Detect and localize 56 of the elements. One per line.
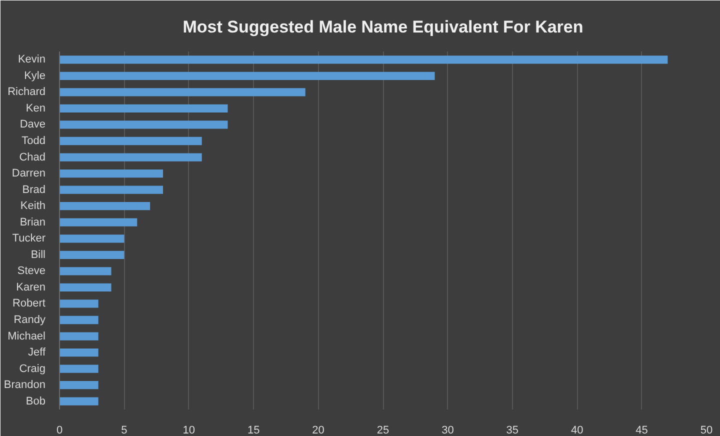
bar [60,120,228,129]
y-tick-label: Michael [8,330,46,342]
bar [60,364,98,373]
y-tick-label: Ken [26,102,46,114]
y-tick-label: Bill [30,248,46,261]
y-tick-label: Todd [22,135,46,147]
x-tick-label: 0 [56,424,63,436]
y-tick-label: Brad [22,184,46,196]
x-tick-label: 35 [506,424,519,436]
bar [60,202,150,210]
y-tick-label: Randy [14,314,46,326]
y-tick-label: Kyle [24,70,46,82]
bar [60,136,202,146]
bar [60,88,306,96]
y-tick-label: Brandon [4,379,46,392]
y-tick-label: Tucker [12,232,46,245]
bar [60,381,98,390]
y-tick-label: Craig [19,362,46,375]
y-tick-label: Bob [26,395,46,408]
bar [60,234,124,243]
bar [60,348,98,357]
y-tick-label: Chad [19,151,46,164]
x-tick-label: 45 [636,424,648,436]
y-tick-label: Brian [20,216,46,228]
bar [60,104,228,113]
x-tick-label: 10 [182,424,196,436]
y-tick-label: Jeff [28,346,46,359]
x-tick-label: 25 [376,424,390,436]
y-tick-label: Steve [17,265,46,278]
y-tick-label: Kevin [18,54,46,66]
y-tick-label: Karen [16,281,46,294]
x-tick-label: 40 [570,424,584,436]
x-tick-label: 15 [247,424,260,436]
x-tick-label: 5 [121,424,128,436]
bar [60,186,164,194]
bar [60,316,98,324]
bar [60,250,124,259]
chart-title: Most Suggested Male Name Equivalent For Karen [182,18,584,36]
x-tick-label: 50 [700,424,713,436]
bar [60,56,668,64]
bar [60,283,112,292]
y-tick-label: Dave [20,118,46,131]
x-tick-label: 30 [442,424,454,436]
x-tick-label: 20 [312,424,324,436]
y-tick-label: Darren [12,168,46,180]
y-tick-label: Robert [12,298,46,310]
bar [60,267,112,276]
bar [60,218,138,226]
y-tick-label: Richard [8,86,46,98]
bar [60,300,98,308]
bar [60,332,98,340]
bar [60,72,435,80]
y-tick-label: Keith [20,200,46,212]
bar [60,169,164,178]
bar [60,153,202,162]
bar [60,397,98,406]
